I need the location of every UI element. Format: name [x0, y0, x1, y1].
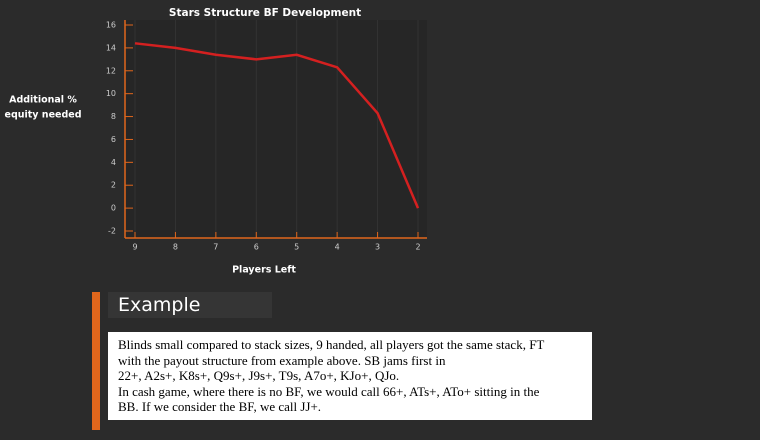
plot-area: [125, 20, 427, 238]
accent-bar: [92, 292, 100, 430]
y-tick-label: 2: [111, 181, 116, 190]
y-axis-label: equity needed: [5, 110, 82, 121]
x-tick-label: 4: [335, 243, 340, 252]
text-line: 22+, A2s+, K8s+, Q9s+, J9s+, T9s, A7o+, …: [118, 368, 400, 383]
text-line: with the payout structure from example a…: [118, 352, 446, 368]
x-tick-label: 2: [415, 243, 420, 252]
x-tick-label: 9: [132, 243, 137, 252]
chart-title: Stars Structure BF Development: [169, 7, 361, 19]
y-axis-label: Additional %: [9, 95, 77, 106]
y-tick-label: 10: [106, 89, 116, 98]
x-tick-label: 5: [294, 243, 299, 252]
text-line: In cash game, where there is no BF, we w…: [118, 383, 540, 399]
x-axis-label: Players Left: [232, 265, 296, 276]
text-line: BB. If we consider the BF, we call JJ+.: [118, 399, 322, 414]
x-tick-label: 3: [375, 243, 380, 252]
y-tick-label: 8: [111, 112, 116, 121]
example-heading: Example: [108, 292, 272, 318]
y-tick-label: 16: [106, 21, 116, 30]
x-tick-label: 8: [173, 243, 178, 252]
x-tick-label: 6: [254, 243, 259, 252]
y-tick-label: -2: [108, 227, 116, 236]
text-line: Blinds small compared to stack sizes, 9 …: [118, 337, 545, 352]
chart: Stars Structure BF Development Additiona…: [5, 7, 427, 276]
y-tick-label: 4: [111, 158, 116, 167]
y-tick-label: 6: [111, 135, 116, 144]
x-tick-label: 7: [213, 243, 218, 252]
y-tick-label: 12: [106, 66, 116, 75]
data-line: [134, 42, 420, 209]
y-tick-label: 14: [106, 43, 116, 52]
example-text: Blinds small compared to stack sizes, 9 …: [108, 332, 592, 420]
y-tick-label: 0: [111, 204, 116, 213]
